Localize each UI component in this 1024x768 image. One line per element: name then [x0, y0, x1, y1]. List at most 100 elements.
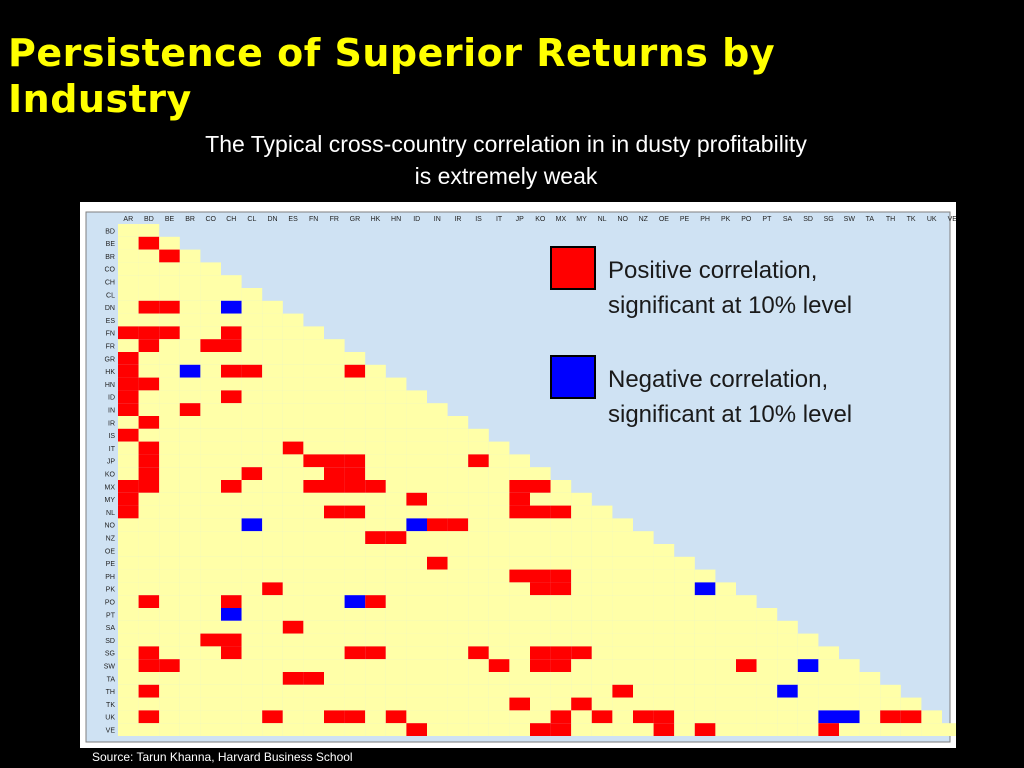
matrix-cell	[282, 428, 304, 442]
matrix-cell-positive	[591, 710, 613, 724]
matrix-cell	[427, 505, 448, 519]
matrix-cell	[118, 262, 139, 276]
matrix-cell	[674, 556, 695, 570]
matrix-cell	[365, 582, 386, 596]
matrix-cell	[118, 544, 139, 557]
matrix-cell	[118, 659, 139, 672]
matrix-cell	[159, 723, 180, 736]
matrix-cell	[571, 531, 592, 544]
matrix-cell	[282, 556, 304, 570]
matrix-cell	[221, 313, 242, 327]
matrix-cell	[344, 416, 366, 429]
matrix-cell-positive	[159, 659, 180, 672]
matrix-cell	[262, 454, 283, 468]
matrix-cell	[138, 569, 160, 583]
matrix-cell	[674, 684, 695, 698]
matrix-cell	[282, 646, 304, 660]
matrix-cell	[303, 326, 324, 340]
matrix-cell	[138, 390, 160, 404]
row-label: TA	[107, 676, 116, 683]
matrix-cell	[118, 339, 139, 352]
matrix-cell-positive	[118, 492, 139, 506]
matrix-cell	[282, 684, 304, 698]
matrix-cell	[736, 723, 757, 736]
column-label: NZ	[639, 216, 649, 223]
matrix-cell	[406, 595, 427, 608]
matrix-cell-positive	[427, 518, 448, 532]
matrix-cell	[736, 608, 757, 621]
matrix-cell	[200, 518, 221, 532]
matrix-cell	[797, 672, 819, 685]
matrix-cell-positive	[880, 710, 901, 724]
matrix-cell	[715, 646, 736, 660]
matrix-cell	[200, 454, 221, 468]
matrix-cell	[344, 620, 366, 634]
matrix-cell	[530, 492, 551, 506]
matrix-cell	[118, 608, 139, 621]
matrix-cell-positive	[344, 505, 366, 519]
matrix-cell	[427, 684, 448, 698]
matrix-cell	[118, 684, 139, 698]
row-label: SW	[104, 664, 116, 671]
matrix-cell	[282, 608, 304, 621]
matrix-cell	[385, 672, 407, 685]
matrix-cell	[406, 505, 427, 519]
matrix-cell	[365, 518, 386, 532]
matrix-cell	[138, 723, 160, 736]
matrix-cell-negative	[406, 518, 427, 532]
matrix-cell	[344, 556, 366, 570]
matrix-cell	[221, 684, 242, 698]
matrix-cell	[262, 313, 283, 327]
matrix-cell	[179, 684, 201, 698]
matrix-cell-positive	[221, 633, 242, 647]
matrix-cell	[715, 684, 736, 698]
matrix-cell	[159, 646, 180, 660]
matrix-cell-positive	[221, 339, 242, 352]
matrix-cell	[468, 531, 489, 544]
slide-title: Persistence of Superior Returns by Indus…	[8, 31, 776, 121]
matrix-cell	[633, 633, 654, 647]
matrix-cell	[571, 569, 592, 583]
matrix-cell	[179, 556, 201, 570]
matrix-cell-positive	[530, 582, 551, 596]
matrix-cell	[509, 633, 530, 647]
matrix-cell	[179, 390, 201, 404]
row-label: TH	[106, 689, 115, 696]
matrix-cell	[530, 556, 551, 570]
row-label: NZ	[106, 536, 116, 543]
matrix-cell	[365, 659, 386, 672]
matrix-cell-positive	[303, 480, 324, 493]
legend-negative-line2: significant at 10% level	[608, 401, 852, 428]
matrix-cell	[118, 672, 139, 685]
matrix-cell	[509, 684, 530, 698]
matrix-cell	[303, 710, 324, 724]
matrix-cell	[818, 672, 839, 685]
matrix-cell	[427, 582, 448, 596]
matrix-cell	[179, 300, 201, 314]
matrix-cell	[200, 441, 221, 455]
matrix-cell	[488, 492, 510, 506]
matrix-cell	[612, 723, 633, 736]
matrix-cell	[406, 531, 427, 544]
matrix-cell	[200, 377, 221, 391]
matrix-cell-positive	[736, 659, 757, 672]
matrix-cell-positive	[303, 672, 324, 685]
matrix-cell	[468, 723, 489, 736]
matrix-cell	[571, 595, 592, 608]
matrix-cell-positive	[488, 659, 510, 672]
matrix-cell-positive	[241, 467, 263, 480]
column-label: CL	[247, 216, 256, 223]
matrix-cell	[138, 697, 160, 711]
matrix-cell	[241, 288, 263, 301]
matrix-cell-positive	[118, 428, 139, 442]
matrix-cell	[262, 300, 283, 314]
column-label: IN	[434, 216, 441, 223]
matrix-cell	[468, 620, 489, 634]
matrix-cell	[777, 697, 798, 711]
matrix-cell	[159, 236, 180, 250]
matrix-cell	[241, 352, 263, 365]
matrix-cell	[200, 416, 221, 429]
matrix-cell	[591, 620, 613, 634]
matrix-cell	[900, 697, 922, 711]
matrix-cell	[797, 697, 819, 711]
